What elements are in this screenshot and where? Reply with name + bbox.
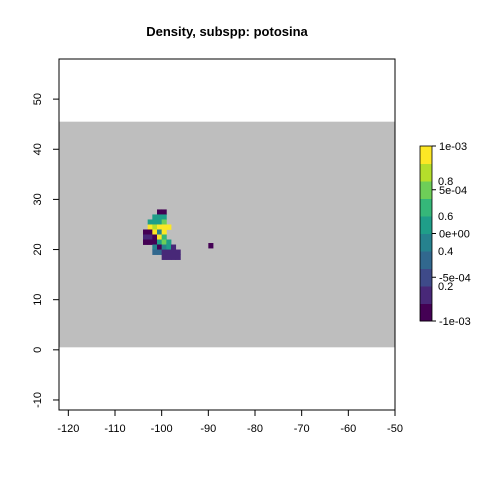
- colorbar-swatch: [420, 268, 432, 287]
- heatmap-cell: [157, 224, 163, 230]
- heatmap-cell: [152, 219, 158, 225]
- colorbar-swatch: [420, 198, 432, 217]
- y-tick-label: 10: [32, 294, 44, 306]
- heatmap-cell: [161, 209, 167, 215]
- x-tick-label: -100: [151, 423, 173, 435]
- heatmap-cell: [147, 234, 153, 240]
- heatmap-cell: [166, 249, 172, 255]
- colorbar-swatch: [420, 303, 432, 322]
- colorbar-label: 5e-04: [439, 185, 467, 197]
- heatmap-cell: [157, 239, 163, 245]
- colorbar-label: 0.8: [438, 176, 453, 188]
- colorbar-label: 0e+00: [439, 229, 470, 241]
- heatmap-cell: [161, 244, 167, 250]
- heatmap-cell: [152, 229, 158, 235]
- heatmap-cell: [171, 254, 177, 260]
- y-tick-label: 0: [32, 347, 44, 353]
- colorbar-label: -5e-04: [439, 272, 471, 284]
- heatmap-cell: [152, 224, 158, 230]
- colorbar-swatch: [420, 216, 432, 234]
- heatmap-cell: [166, 244, 172, 250]
- heatmap-cell: [175, 254, 181, 260]
- heatmap-cell: [161, 234, 167, 240]
- colorbar-label: -1e-03: [439, 316, 471, 328]
- x-axis: -120 -110 -100 -90 -80 -70 -60 -50: [57, 409, 403, 435]
- heatmap-cell: [152, 244, 158, 250]
- colorbar-swatch: [420, 251, 432, 269]
- heatmap-cell: [147, 229, 153, 235]
- colorbar-label: 0.4: [438, 246, 453, 258]
- heatmap-cell: [161, 249, 167, 255]
- chart-title: Density, subspp: potosina: [146, 24, 308, 39]
- heatmap-cell: [208, 243, 214, 249]
- heatmap-cell: [157, 249, 163, 255]
- heatmap-cell: [147, 219, 153, 225]
- colorbar-legend: 1e-03 5e-04 0e+00 -5e-04 -1e-03 0.8 0.6 0.4 0.2: [419, 141, 471, 328]
- colorbar-label: 0.6: [438, 211, 453, 223]
- colorbar-swatch: [420, 286, 432, 304]
- heatmap-cell: [166, 224, 172, 230]
- heatmap-cell: [152, 239, 158, 245]
- heatmap-cell: [175, 249, 181, 255]
- heatmap-cell: [161, 219, 167, 225]
- heatmap-cell: [166, 254, 172, 260]
- heatmap-cell: [157, 229, 163, 235]
- y-tick-label: 40: [32, 143, 44, 155]
- colorbar-label: 0.2: [438, 281, 453, 293]
- x-tick-label: -110: [104, 423, 125, 435]
- colorbar-swatch: [420, 163, 432, 182]
- x-tick-label: -120: [57, 423, 79, 435]
- heatmap-cell: [152, 234, 158, 240]
- x-tick-label: -90: [200, 423, 216, 435]
- y-tick-label: 30: [32, 193, 44, 205]
- y-axis: -10 0 10 20 30 40 50: [32, 93, 60, 408]
- heatmap-cell: [161, 229, 167, 235]
- heatmap-cell: [157, 209, 163, 215]
- heatmap-cell: [161, 224, 167, 230]
- colorbar-label: 1e-03: [439, 141, 467, 153]
- heatmap-cell: [157, 244, 163, 250]
- heatmap-cell: [143, 229, 149, 235]
- heatmap-cell: [166, 239, 172, 245]
- heatmap-cell: [143, 234, 149, 240]
- raster-background: [59, 121, 395, 348]
- heatmap-cell: [143, 239, 149, 245]
- heatmap-cell: [171, 249, 177, 255]
- heatmap-cell: [152, 214, 158, 220]
- y-tick-label: 20: [32, 243, 44, 255]
- heatmap-cell: [161, 214, 167, 220]
- y-tick-label: -10: [32, 392, 44, 408]
- colorbar-swatch: [420, 181, 432, 199]
- heatmap-cell: [157, 219, 163, 225]
- heatmap-cell: [147, 239, 153, 245]
- heatmap-cell: [152, 249, 158, 255]
- heatmap-cell: [171, 244, 177, 250]
- x-tick-label: -60: [340, 423, 356, 435]
- plot-area: [58, 58, 396, 411]
- colorbar-swatch: [420, 146, 432, 164]
- x-tick-label: -80: [247, 423, 263, 435]
- heatmap-cell: [147, 224, 153, 230]
- x-tick-label: -50: [387, 423, 403, 435]
- heatmap-cell: [157, 234, 163, 240]
- heatmap-cell: [161, 254, 167, 260]
- heatmap-cell: [161, 239, 167, 245]
- colorbar-swatch: [420, 233, 432, 252]
- x-tick-label: -70: [294, 423, 310, 435]
- y-tick-label: 50: [32, 93, 44, 105]
- heatmap-cell: [157, 214, 163, 220]
